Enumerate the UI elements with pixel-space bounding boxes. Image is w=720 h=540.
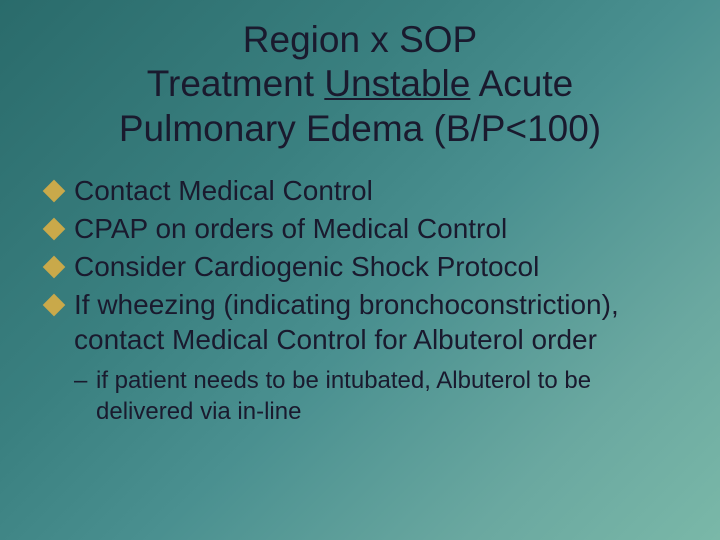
list-item: Contact Medical Control — [44, 173, 680, 209]
title-underlined-word: Unstable — [324, 63, 470, 104]
title-line-3: Pulmonary Edema (B/P<100) — [119, 108, 601, 149]
bullet-text: Consider Cardiogenic Shock Protocol — [74, 251, 539, 282]
diamond-bullet-icon — [43, 293, 66, 316]
sub-bullet-text: if patient needs to be intubated, Albute… — [96, 367, 591, 425]
diamond-bullet-icon — [43, 218, 66, 241]
list-item: CPAP on orders of Medical Control — [44, 211, 680, 247]
diamond-bullet-icon — [43, 180, 66, 203]
title-line-2a: Treatment — [147, 63, 325, 104]
slide-container: Region x SOP Treatment Unstable Acute Pu… — [0, 0, 720, 540]
title-line-2b: Acute — [470, 63, 573, 104]
dash-bullet-icon: – — [74, 366, 87, 397]
slide-title: Region x SOP Treatment Unstable Acute Pu… — [40, 18, 680, 151]
list-item: If wheezing (indicating bronchoconstrict… — [44, 287, 680, 359]
list-item: Consider Cardiogenic Shock Protocol — [44, 249, 680, 285]
sub-bullet-list: – if patient needs to be intubated, Albu… — [40, 366, 680, 427]
diamond-bullet-icon — [43, 256, 66, 279]
bullet-text: Contact Medical Control — [74, 175, 373, 206]
bullet-text: CPAP on orders of Medical Control — [74, 213, 507, 244]
title-line-1: Region x SOP — [243, 19, 477, 60]
sub-list-item: – if patient needs to be intubated, Albu… — [74, 366, 680, 427]
bullet-list: Contact Medical Control CPAP on orders o… — [40, 173, 680, 358]
bullet-text: If wheezing (indicating bronchoconstrict… — [74, 289, 619, 356]
